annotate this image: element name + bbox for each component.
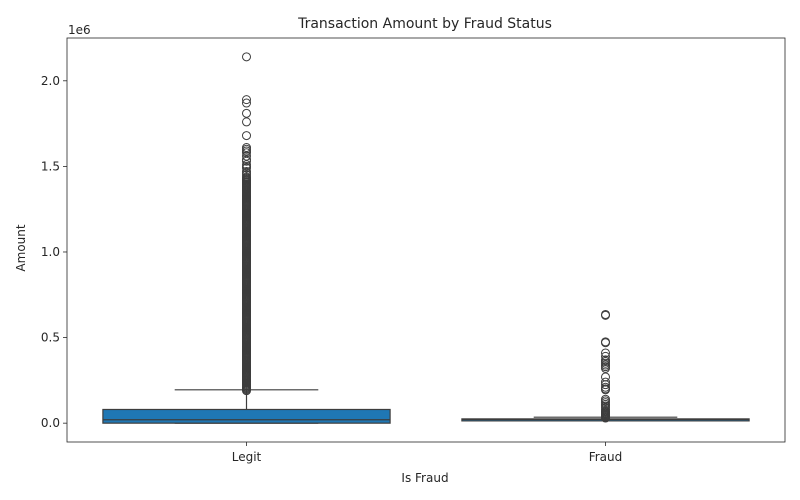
y-tick-label: 1.0 [41, 245, 60, 259]
outlier-point [601, 351, 610, 361]
outlier-point [242, 156, 251, 166]
outlier-point [601, 309, 610, 319]
outlier-point [601, 380, 610, 390]
outlier-point [601, 363, 610, 373]
outlier-point [601, 413, 610, 423]
outlier-point [242, 131, 251, 141]
outlier-point [242, 163, 251, 173]
x-axis-label: Is Fraud [401, 471, 448, 485]
outlier-point [242, 95, 251, 105]
y-tick-label: 1.5 [41, 159, 60, 173]
outlier-point [601, 348, 610, 358]
outlier-point [242, 108, 251, 118]
outlier-point [601, 385, 610, 395]
box-legit [102, 408, 391, 424]
outlier-point [242, 52, 251, 62]
outlier-point [601, 337, 610, 347]
plot-frame [66, 37, 786, 443]
outlier-point [242, 148, 251, 158]
y-tick-label: 0.0 [41, 416, 60, 430]
x-tick-label: Legit [232, 450, 262, 464]
x-tick-label: Fraud [589, 450, 623, 464]
outlier-point [242, 151, 251, 161]
outlier-point [242, 117, 251, 127]
chart-title: Transaction Amount by Fraud Status [297, 16, 552, 32]
y-offset-label: 1e6 [68, 23, 91, 37]
outlier-point [242, 172, 251, 182]
outlier-point [242, 98, 251, 108]
y-tick-label: 2.0 [41, 74, 60, 88]
y-tick-label: 0.5 [41, 331, 60, 345]
y-axis-label: Amount [14, 224, 28, 271]
plot-area: 0.0 0.5 1.0 1.5 2.0 Legit Fraud [41, 37, 786, 464]
